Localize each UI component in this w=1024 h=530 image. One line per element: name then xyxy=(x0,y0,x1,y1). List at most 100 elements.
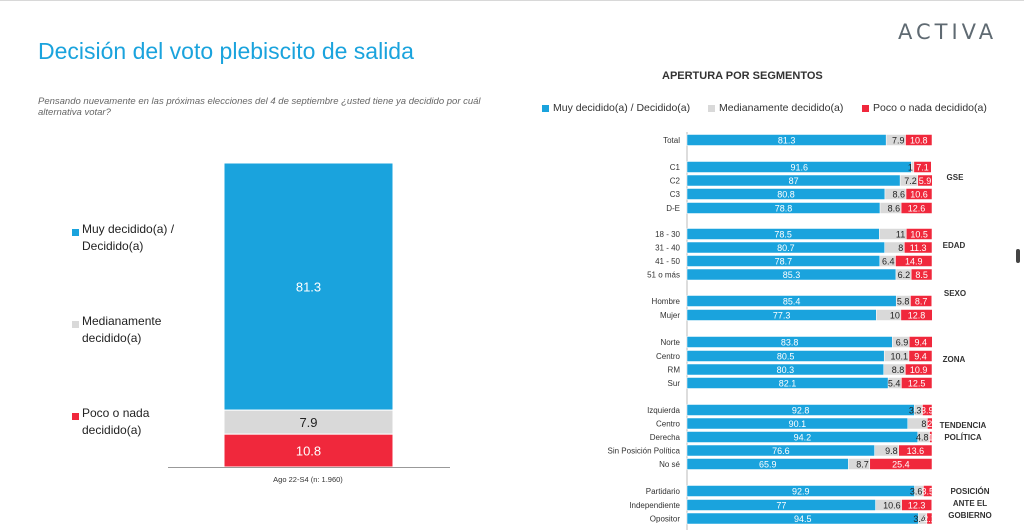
segment-value-0-2: 10.8 xyxy=(910,136,928,146)
segment-bar-20-2 xyxy=(923,485,933,497)
segment-value-13-2: 10.9 xyxy=(910,365,928,375)
segment-bar-6-2 xyxy=(904,241,933,254)
segment-value-7-2: 14.9 xyxy=(905,257,923,267)
segment-label-8: 51 o más xyxy=(647,271,680,280)
segment-value-5-2: 10.5 xyxy=(910,230,928,240)
segment-value-13-0: 80.3 xyxy=(777,365,795,375)
segment-label-22: Opositor xyxy=(650,515,681,524)
segment-value-2-0: 87 xyxy=(789,176,799,186)
segment-label-17: Derecha xyxy=(650,433,681,442)
segment-label-14: Sur xyxy=(668,379,681,388)
legend-swatch-muy xyxy=(72,229,79,236)
group-label-line: ZONA xyxy=(943,355,966,364)
segment-value-12-0: 80.5 xyxy=(777,352,795,362)
group-label-1: EDAD xyxy=(943,241,966,250)
segments-legend-medi-label: Medianamente decidido(a) xyxy=(719,102,844,114)
segment-value-4-1: 8.6 xyxy=(888,204,901,214)
segment-value-10-2: 12.8 xyxy=(908,311,926,321)
top-border xyxy=(0,0,1024,1)
segment-bar-21-2 xyxy=(901,499,933,511)
segment-bar-19-2 xyxy=(869,458,933,470)
segment-bar-3-2 xyxy=(905,188,933,200)
segment-bar-13-2 xyxy=(905,363,933,376)
segment-value-4-0: 78.8 xyxy=(775,204,793,214)
segment-value-12-1: 10.1 xyxy=(890,352,908,362)
segment-bar-16-2 xyxy=(927,417,933,430)
segment-value-18-1: 9.8 xyxy=(885,446,898,456)
segment-label-3: C3 xyxy=(670,190,681,199)
segment-value-20-1: 3.6 xyxy=(910,487,923,497)
segment-bar-11-2 xyxy=(908,336,933,348)
segments-legend-poco-label: Poco o nada decidido(a) xyxy=(873,102,987,114)
segment-bar-8-2 xyxy=(910,268,933,281)
scrollbar-thumb[interactable] xyxy=(1016,249,1020,263)
segment-value-14-2: 12.5 xyxy=(908,379,926,389)
segment-label-7: 41 - 50 xyxy=(655,257,680,266)
segment-value-0-0: 81.3 xyxy=(778,136,796,146)
segment-value-5-1: 11 xyxy=(896,230,905,240)
segment-value-14-0: 82.1 xyxy=(779,379,797,389)
segment-value-13-1: 8.8 xyxy=(892,365,905,375)
segment-bar-4-2 xyxy=(900,202,933,214)
segment-value-11-1: 6.9 xyxy=(896,338,909,348)
segment-label-19: No sé xyxy=(659,460,680,469)
page-title: Decisión del voto plebiscito de salida xyxy=(38,38,414,64)
segment-bar-18-2 xyxy=(898,444,933,457)
segment-value-8-2: 8.5 xyxy=(915,270,928,280)
segment-value-22-1: 3.4 xyxy=(913,514,926,524)
segment-bar-12-2 xyxy=(908,350,933,362)
legend-swatch-medi xyxy=(72,321,79,328)
segment-value-18-2: 13.6 xyxy=(907,446,925,456)
segment-value-6-1: 8 xyxy=(898,243,903,253)
legend-swatch-poco xyxy=(72,413,79,420)
overall-bar-segment-0 xyxy=(223,162,394,411)
segments-legend-muy: Muy decidido(a) / Decidido(a) xyxy=(542,102,690,114)
segment-bar-10-2 xyxy=(900,309,933,321)
segment-bar-1-2 xyxy=(913,161,932,173)
group-label-line: POSICIÓN xyxy=(950,487,989,496)
segment-label-0: Total xyxy=(663,136,680,145)
segments-legend-poco: Poco o nada decidido(a) xyxy=(862,102,987,114)
segment-label-5: 18 - 30 xyxy=(655,230,680,239)
group-label-line: SEXO xyxy=(944,289,966,298)
group-label-line: TENDENCIA xyxy=(940,421,987,430)
segments-legend-medi: Medianamente decidido(a) xyxy=(708,102,843,114)
segment-label-9: Hombre xyxy=(652,297,681,306)
overall-bar-segment-1 xyxy=(223,409,394,435)
segment-value-3-1: 8.6 xyxy=(893,190,906,200)
segments-legend-muy-label: Muy decidido(a) / Decidido(a) xyxy=(553,102,691,114)
group-label-4: TENDENCIA POLÍTICA xyxy=(940,421,987,442)
overall-bar-value-label-0: 81.3 xyxy=(296,280,321,295)
segment-value-1-0: 91.6 xyxy=(790,163,808,173)
segment-label-10: Mujer xyxy=(660,311,680,320)
segment-label-1: C1 xyxy=(670,163,681,172)
group-label-5: POSICIÓN ANTE EL GOBIERNO xyxy=(948,487,992,520)
segment-label-12: Centro xyxy=(656,352,681,361)
segment-value-17-2: 1 xyxy=(928,433,933,443)
segment-bar-9-2 xyxy=(910,295,933,307)
overall-bar-value-label-2: 10.8 xyxy=(296,444,321,459)
segment-value-17-1: 4.8 xyxy=(916,433,929,443)
segment-value-6-0: 80.7 xyxy=(777,243,795,253)
segment-value-10-0: 77.3 xyxy=(773,311,791,321)
segment-label-18: Sin Posición Política xyxy=(608,447,681,456)
activa-logo: ACTIVA xyxy=(898,20,998,44)
segment-value-9-0: 85.4 xyxy=(783,297,801,307)
segment-value-20-0: 92.9 xyxy=(792,487,810,497)
segment-value-4-2: 12.6 xyxy=(908,204,926,214)
segment-value-9-2: 8.7 xyxy=(915,297,928,307)
segment-value-1-2: 7.1 xyxy=(916,163,929,173)
segment-label-6: 31 - 40 xyxy=(655,244,680,253)
segment-label-2: C2 xyxy=(670,177,681,186)
overall-bar-segment-2 xyxy=(223,433,394,468)
segment-value-2-1: 7.2 xyxy=(904,176,917,186)
segment-value-15-0: 92.8 xyxy=(792,406,810,416)
segment-bar-15-2 xyxy=(922,404,933,416)
segment-value-22-0: 94.5 xyxy=(794,514,812,524)
overall-stacked-bar-chart: 81.3 7.9 10.8 Ago 22-S4 (n: 1.960) xyxy=(168,162,450,484)
segment-value-6-2: 11.3 xyxy=(910,243,927,253)
segment-bar-22-2 xyxy=(926,512,933,525)
segments-chart-title: APERTURA POR SEGMENTOS xyxy=(662,70,823,82)
segment-value-12-2: 9.4 xyxy=(914,352,927,362)
